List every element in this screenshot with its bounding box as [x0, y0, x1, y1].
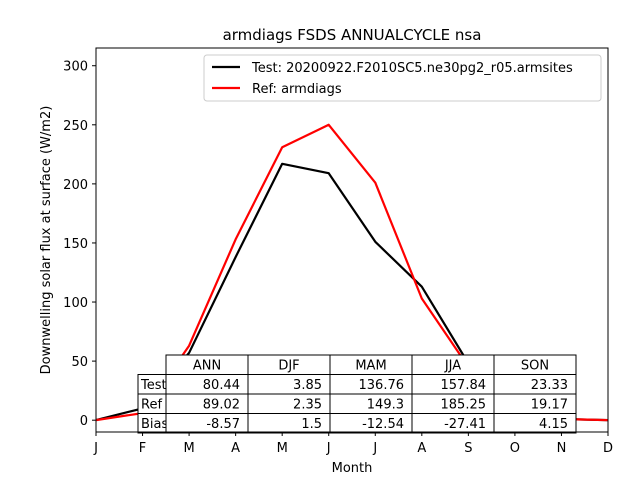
legend-test-label: Test: 20200922.F2010SC5.ne30pg2_r05.arms… [251, 61, 573, 76]
x-tick-label: F [139, 441, 146, 456]
y-axis-ticks: 0 50 100 150 200 250 300 [63, 60, 96, 429]
chart-title: armdiags FSDS ANNUALCYCLE nsa [223, 26, 482, 44]
table-col-header: DJF [278, 359, 299, 374]
table-cell [493, 413, 577, 434]
x-tick-label: A [231, 441, 240, 456]
x-tick-label: D [603, 441, 613, 456]
table-col-header: JJA [444, 359, 461, 374]
x-axis-label: Month [332, 461, 373, 476]
legend-ref-label: Ref: armdiags [252, 82, 342, 97]
stats-table: ANN DJF MAM JJA SON Test 80.44 3.85 136.76 157.84… [137, 354, 577, 434]
axes-frame [95, 47, 609, 433]
y-tick-label: 150 [63, 237, 88, 252]
table-cell-value: 3.85 [293, 378, 322, 393]
y-tick-label: 100 [63, 296, 88, 311]
table-cell-value: 185.25 [441, 398, 487, 413]
legend: Test: 20200922.F2010SC5.ne30pg2_r05.arms… [203, 54, 602, 102]
table-cell-value: -12.54 [362, 417, 404, 432]
x-tick-label: J [93, 441, 98, 456]
table-cell-value: -27.41 [444, 417, 486, 432]
x-tick-label: A [417, 441, 426, 456]
table-row-header: Test [140, 378, 167, 393]
table-cell-value: 19.17 [531, 398, 568, 413]
table-cell-value: 149.3 [367, 398, 404, 413]
y-tick-label: 250 [63, 119, 88, 134]
x-tick-label: J [372, 441, 377, 456]
table-cell-value: 2.35 [293, 398, 322, 413]
x-tick-label: N [557, 441, 567, 456]
table-cell-value: 157.84 [441, 378, 487, 393]
table-col-header: ANN [193, 359, 221, 374]
table-cell-value: 23.33 [531, 378, 568, 393]
y-tick-label: 300 [63, 60, 88, 75]
x-tick-label: S [464, 441, 472, 456]
table-cell-value: 1.5 [301, 417, 322, 432]
table-cell-value: 89.02 [203, 398, 240, 413]
x-tick-label: M [277, 441, 288, 456]
y-tick-label: 0 [80, 414, 88, 429]
table-row-header: Ref [141, 398, 162, 413]
x-tick-label: J [326, 441, 331, 456]
x-tick-label: O [510, 441, 520, 456]
y-tick-label: 50 [71, 355, 88, 370]
table-cell-value: 80.44 [203, 378, 240, 393]
legend-box [203, 54, 602, 102]
x-tick-label: M [183, 441, 194, 456]
table-cell-value: 136.76 [359, 378, 405, 393]
table-col-header: SON [521, 359, 549, 374]
table-col-header: MAM [355, 359, 386, 374]
y-tick-label: 200 [63, 178, 88, 193]
table-cell-value: 4.15 [539, 417, 568, 432]
table-cell-value: -8.57 [206, 417, 240, 432]
y-axis-label: Downwelling solar flux at surface (W/m2) [39, 106, 54, 375]
table-row-header: Bias [141, 417, 168, 432]
